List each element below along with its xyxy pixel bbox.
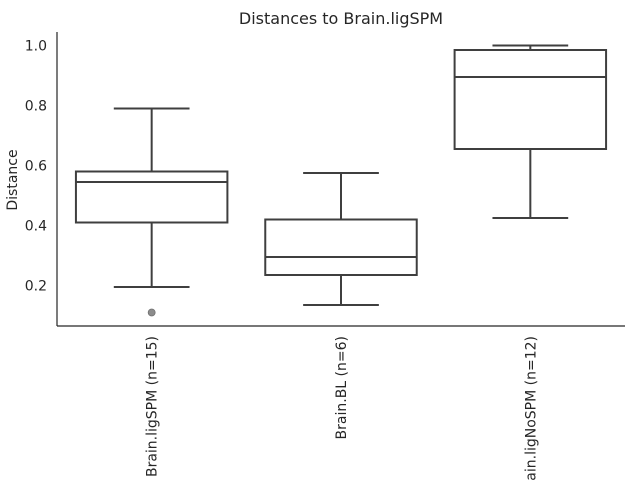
x-tick-label: Brain.BL (n=6) — [334, 336, 350, 439]
y-tick-label: 0.6 — [25, 159, 47, 175]
y-tick-label: 0.4 — [25, 219, 47, 235]
y-axis-label: Distance — [5, 149, 21, 210]
y-tick-label: 0.2 — [25, 279, 47, 295]
x-tick-label: Brain.ligNoSPM (n=12) — [523, 336, 539, 480]
box-body — [264, 218, 418, 276]
plot-area: 0.2 0.4 0.6 0.8 1.0 Brain.ligSPM (n=15) Brain.… — [25, 32, 625, 480]
x-tick-label: Brain.ligSPM (n=15) — [145, 336, 161, 477]
y-tick-label: 0.8 — [25, 99, 47, 115]
box-body — [453, 49, 608, 150]
chart-title: Distances to Brain.ligSPM — [239, 9, 443, 28]
y-tick-label: 1.0 — [25, 39, 47, 55]
outlier-point — [147, 308, 156, 317]
box-body — [74, 170, 229, 224]
